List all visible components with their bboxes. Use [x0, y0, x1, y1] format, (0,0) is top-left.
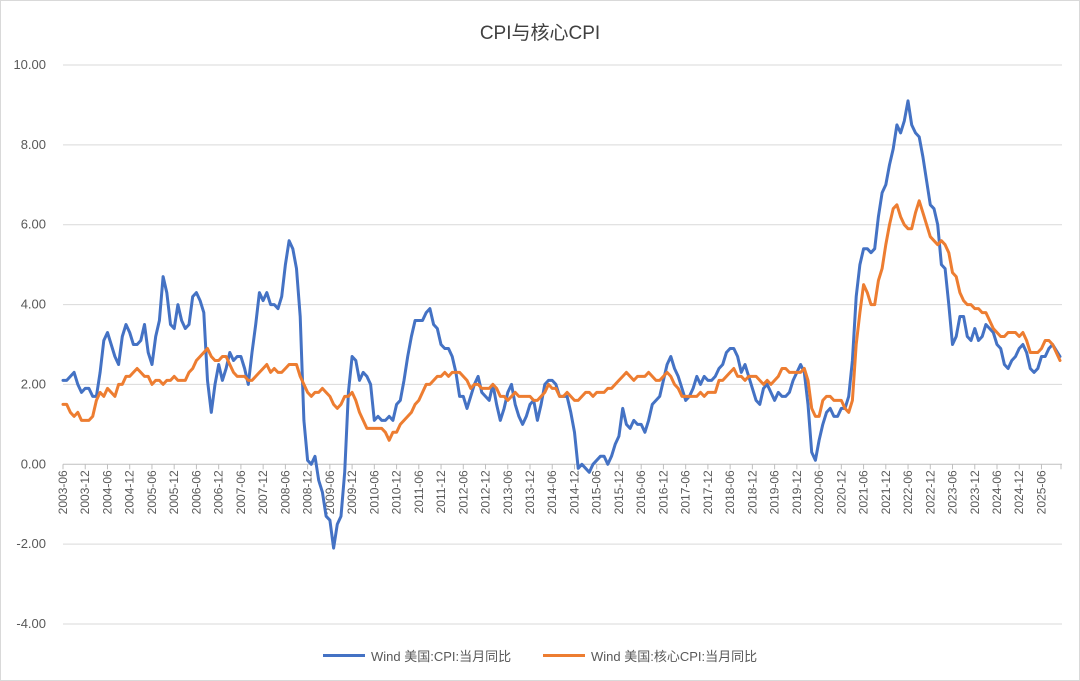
- x-tick-label: 2023-12: [968, 470, 982, 514]
- x-tick-label: 2014-06: [545, 470, 559, 514]
- x-tick-label: 2020-12: [834, 470, 848, 514]
- x-tick-label: 2004-06: [100, 470, 114, 514]
- legend-swatch-core-cpi: [543, 654, 585, 657]
- x-tick-label: 2003-12: [78, 470, 92, 514]
- chart-title: CPI与核心CPI: [479, 23, 601, 44]
- x-tick-label: 2015-12: [612, 470, 626, 514]
- x-tick-label: 2016-06: [634, 470, 648, 514]
- x-tick-label: 2012-06: [456, 470, 470, 514]
- x-tick-label: 2019-06: [768, 470, 782, 514]
- x-tick-label: 2009-06: [323, 470, 337, 514]
- x-tick-label: 2011-06: [412, 470, 426, 513]
- x-tick-label: 2018-12: [745, 470, 759, 514]
- x-tick-label: 2011-12: [434, 470, 448, 513]
- series-line-core-cpi: [61, 199, 1062, 442]
- y-tick-label: 0.00: [21, 456, 46, 471]
- x-tick-label: 2020-06: [812, 470, 826, 514]
- legend-label-core-cpi: Wind 美国:核心CPI:当月同比: [591, 649, 758, 664]
- x-tick-label: 2023-06: [946, 470, 960, 514]
- y-tick-label: 6.00: [21, 217, 46, 232]
- x-tick-label: 2015-06: [590, 470, 604, 514]
- x-tick-label: 2007-12: [256, 470, 270, 514]
- x-tick-label: 2022-06: [901, 470, 915, 514]
- x-tick-label: 2008-12: [301, 470, 315, 514]
- y-tick-label: -4.00: [16, 616, 46, 631]
- y-tick-label: 8.00: [21, 137, 46, 152]
- x-tick-label: 2009-12: [345, 470, 359, 514]
- y-tick-label: -2.00: [16, 536, 46, 551]
- x-tick-label: 2021-06: [857, 470, 871, 514]
- x-tick-label: 2012-12: [479, 470, 493, 514]
- x-tick-label: 2007-06: [234, 470, 248, 514]
- y-tick-label: 2.00: [21, 376, 46, 391]
- x-tick-label: 2010-12: [390, 470, 404, 514]
- x-tick-label: 2021-12: [879, 470, 893, 514]
- legend-item-core-cpi: Wind 美国:核心CPI:当月同比: [543, 646, 757, 665]
- x-tick-label: 2013-06: [501, 470, 515, 514]
- x-tick-label: 2005-12: [167, 470, 181, 514]
- x-tick-label: 2006-12: [212, 470, 226, 514]
- legend-swatch-cpi: [323, 654, 365, 657]
- x-tick-label: 2025-06: [1034, 470, 1048, 514]
- x-tick-label: 2006-06: [189, 470, 203, 514]
- x-tick-label: 2018-06: [723, 470, 737, 514]
- x-tick-label: 2005-06: [145, 470, 159, 514]
- x-tick-label: 2003-06: [56, 470, 70, 514]
- x-tick-label: 2016-12: [656, 470, 670, 514]
- x-tick-label: 2014-12: [567, 470, 581, 514]
- x-tick-label: 2024-06: [990, 470, 1004, 514]
- x-tick-label: 2004-12: [123, 470, 137, 514]
- x-tick-label: 2017-06: [679, 470, 693, 514]
- x-tick-label: 2019-12: [790, 470, 804, 514]
- x-tick-label: 2022-12: [923, 470, 937, 514]
- x-tick-label: 2008-06: [278, 470, 292, 514]
- x-tick-label: 2024-12: [1012, 470, 1026, 514]
- y-tick-label: 10.00: [13, 57, 46, 72]
- legend-label-cpi: Wind 美国:CPI:当月同比: [371, 649, 512, 664]
- x-tick-label: 2013-12: [523, 470, 537, 514]
- y-tick-label: 4.00: [21, 297, 46, 312]
- x-tick-label: 2017-12: [701, 470, 715, 514]
- legend-item-cpi: Wind 美国:CPI:当月同比: [323, 646, 511, 665]
- x-tick-label: 2010-06: [367, 470, 381, 514]
